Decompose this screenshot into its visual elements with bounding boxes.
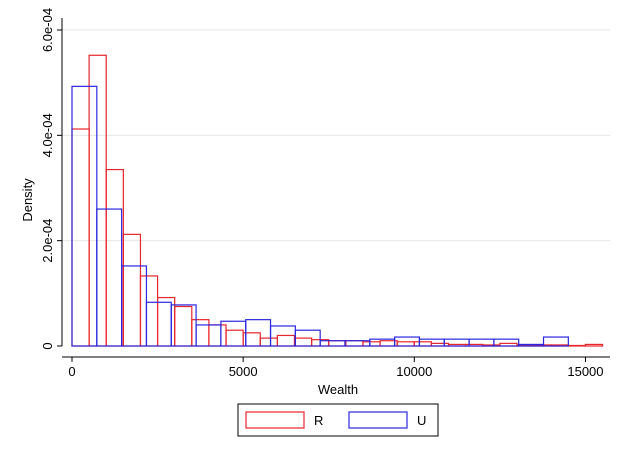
legend: R U — [237, 403, 439, 437]
x-tick-label-3: 15000 — [567, 364, 603, 379]
axes — [61, 18, 610, 358]
x-axis-ticks: 0 5000 10000 15000 — [68, 357, 604, 379]
bar-r-29 — [567, 344, 587, 347]
bar-u-9 — [294, 329, 321, 347]
legend-box — [237, 403, 439, 437]
gridlines — [62, 29, 610, 242]
y-tick-label-1: 2.0e-04 — [40, 219, 55, 263]
x-tick-label-0: 0 — [68, 364, 75, 379]
legend-swatch-u — [348, 411, 408, 429]
y-tick-label-3: 6.0e-04 — [40, 8, 55, 52]
x-axis-title: Wealth — [318, 382, 358, 397]
y-axis-ticks: 0 2.0e-04 4.0e-04 6.0e-04 — [40, 8, 62, 350]
legend-label-r: R — [314, 413, 323, 428]
y-axis-title: Density — [20, 178, 35, 222]
y-tick-label-0: 0 — [40, 342, 55, 349]
x-tick-label-2: 10000 — [396, 364, 432, 379]
legend-label-u: U — [417, 413, 426, 428]
bar-u-19 — [542, 336, 569, 347]
legend-swatch-r — [245, 411, 305, 429]
bar-u-17 — [493, 338, 520, 347]
y-tick-label-2: 4.0e-04 — [40, 113, 55, 157]
bar-r-30 — [584, 343, 604, 347]
x-tick-label-1: 5000 — [229, 364, 258, 379]
histogram-bars — [71, 54, 604, 347]
